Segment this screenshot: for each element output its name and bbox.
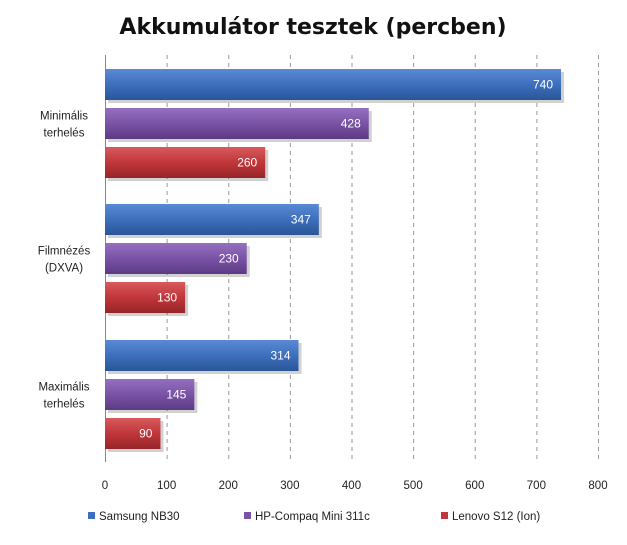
- legend-label-3: Lenovo S12 (Ion): [452, 511, 540, 523]
- x-tick-label-0: 0: [102, 480, 108, 492]
- legend-swatch-1: [88, 512, 95, 519]
- value-label-2-1: 347: [291, 213, 311, 227]
- x-tick-label-400: 400: [342, 480, 361, 492]
- value-label-3-1: 314: [270, 349, 290, 363]
- legend-swatch-2: [244, 512, 251, 519]
- legend-label-2: HP-Compaq Mini 311c: [255, 511, 370, 523]
- x-tick-label-100: 100: [157, 480, 176, 492]
- value-label-3-3: 90: [139, 427, 153, 441]
- value-label-3-2: 145: [166, 388, 186, 402]
- category-label-1: Minimális terhelés: [40, 111, 88, 140]
- x-tick-label-300: 300: [280, 480, 299, 492]
- bar-3-2: [105, 379, 195, 410]
- bar-2-2: [105, 243, 247, 274]
- x-axis-ticks: 0 100 200 300 400 500 600 700 800: [102, 480, 608, 492]
- category-label-3: Maximális terhelés: [38, 382, 89, 411]
- value-label-1-2: 428: [341, 117, 361, 131]
- legend-swatch-3: [441, 512, 448, 519]
- bar-1-1: [105, 69, 562, 100]
- value-label-1-3: 260: [237, 156, 257, 170]
- bar-3-1: [105, 340, 299, 371]
- value-label-1-1: 740: [533, 78, 553, 92]
- bars: [105, 69, 565, 452]
- category-label-2: Filmnézés (DXVA): [38, 246, 91, 275]
- legend-label-1: Samsung NB30: [99, 511, 180, 523]
- bar-1-3: [105, 147, 266, 178]
- category-labels: Minimális terhelés Filmnézés (DXVA) Maximáli…: [38, 111, 91, 411]
- x-tick-label-200: 200: [219, 480, 238, 492]
- value-label-2-3: 130: [157, 291, 177, 305]
- bar-1-2: [105, 108, 369, 139]
- x-tick-label-500: 500: [404, 480, 423, 492]
- legend: Samsung NB30 HP-Compaq Mini 311c Lenovo S1…: [88, 511, 540, 523]
- value-label-2-2: 230: [219, 252, 239, 266]
- x-tick-label-700: 700: [527, 480, 546, 492]
- bar-2-3: [105, 282, 186, 313]
- bar-2-1: [105, 204, 319, 235]
- bar-3-3: [105, 418, 161, 449]
- x-tick-label-600: 600: [465, 480, 484, 492]
- chart-title: Akkumulátor tesztek (percben): [119, 15, 506, 40]
- value-labels: 740 428 260 347 230 130 314 145 90: [139, 78, 553, 441]
- x-tick-label-800: 800: [588, 480, 607, 492]
